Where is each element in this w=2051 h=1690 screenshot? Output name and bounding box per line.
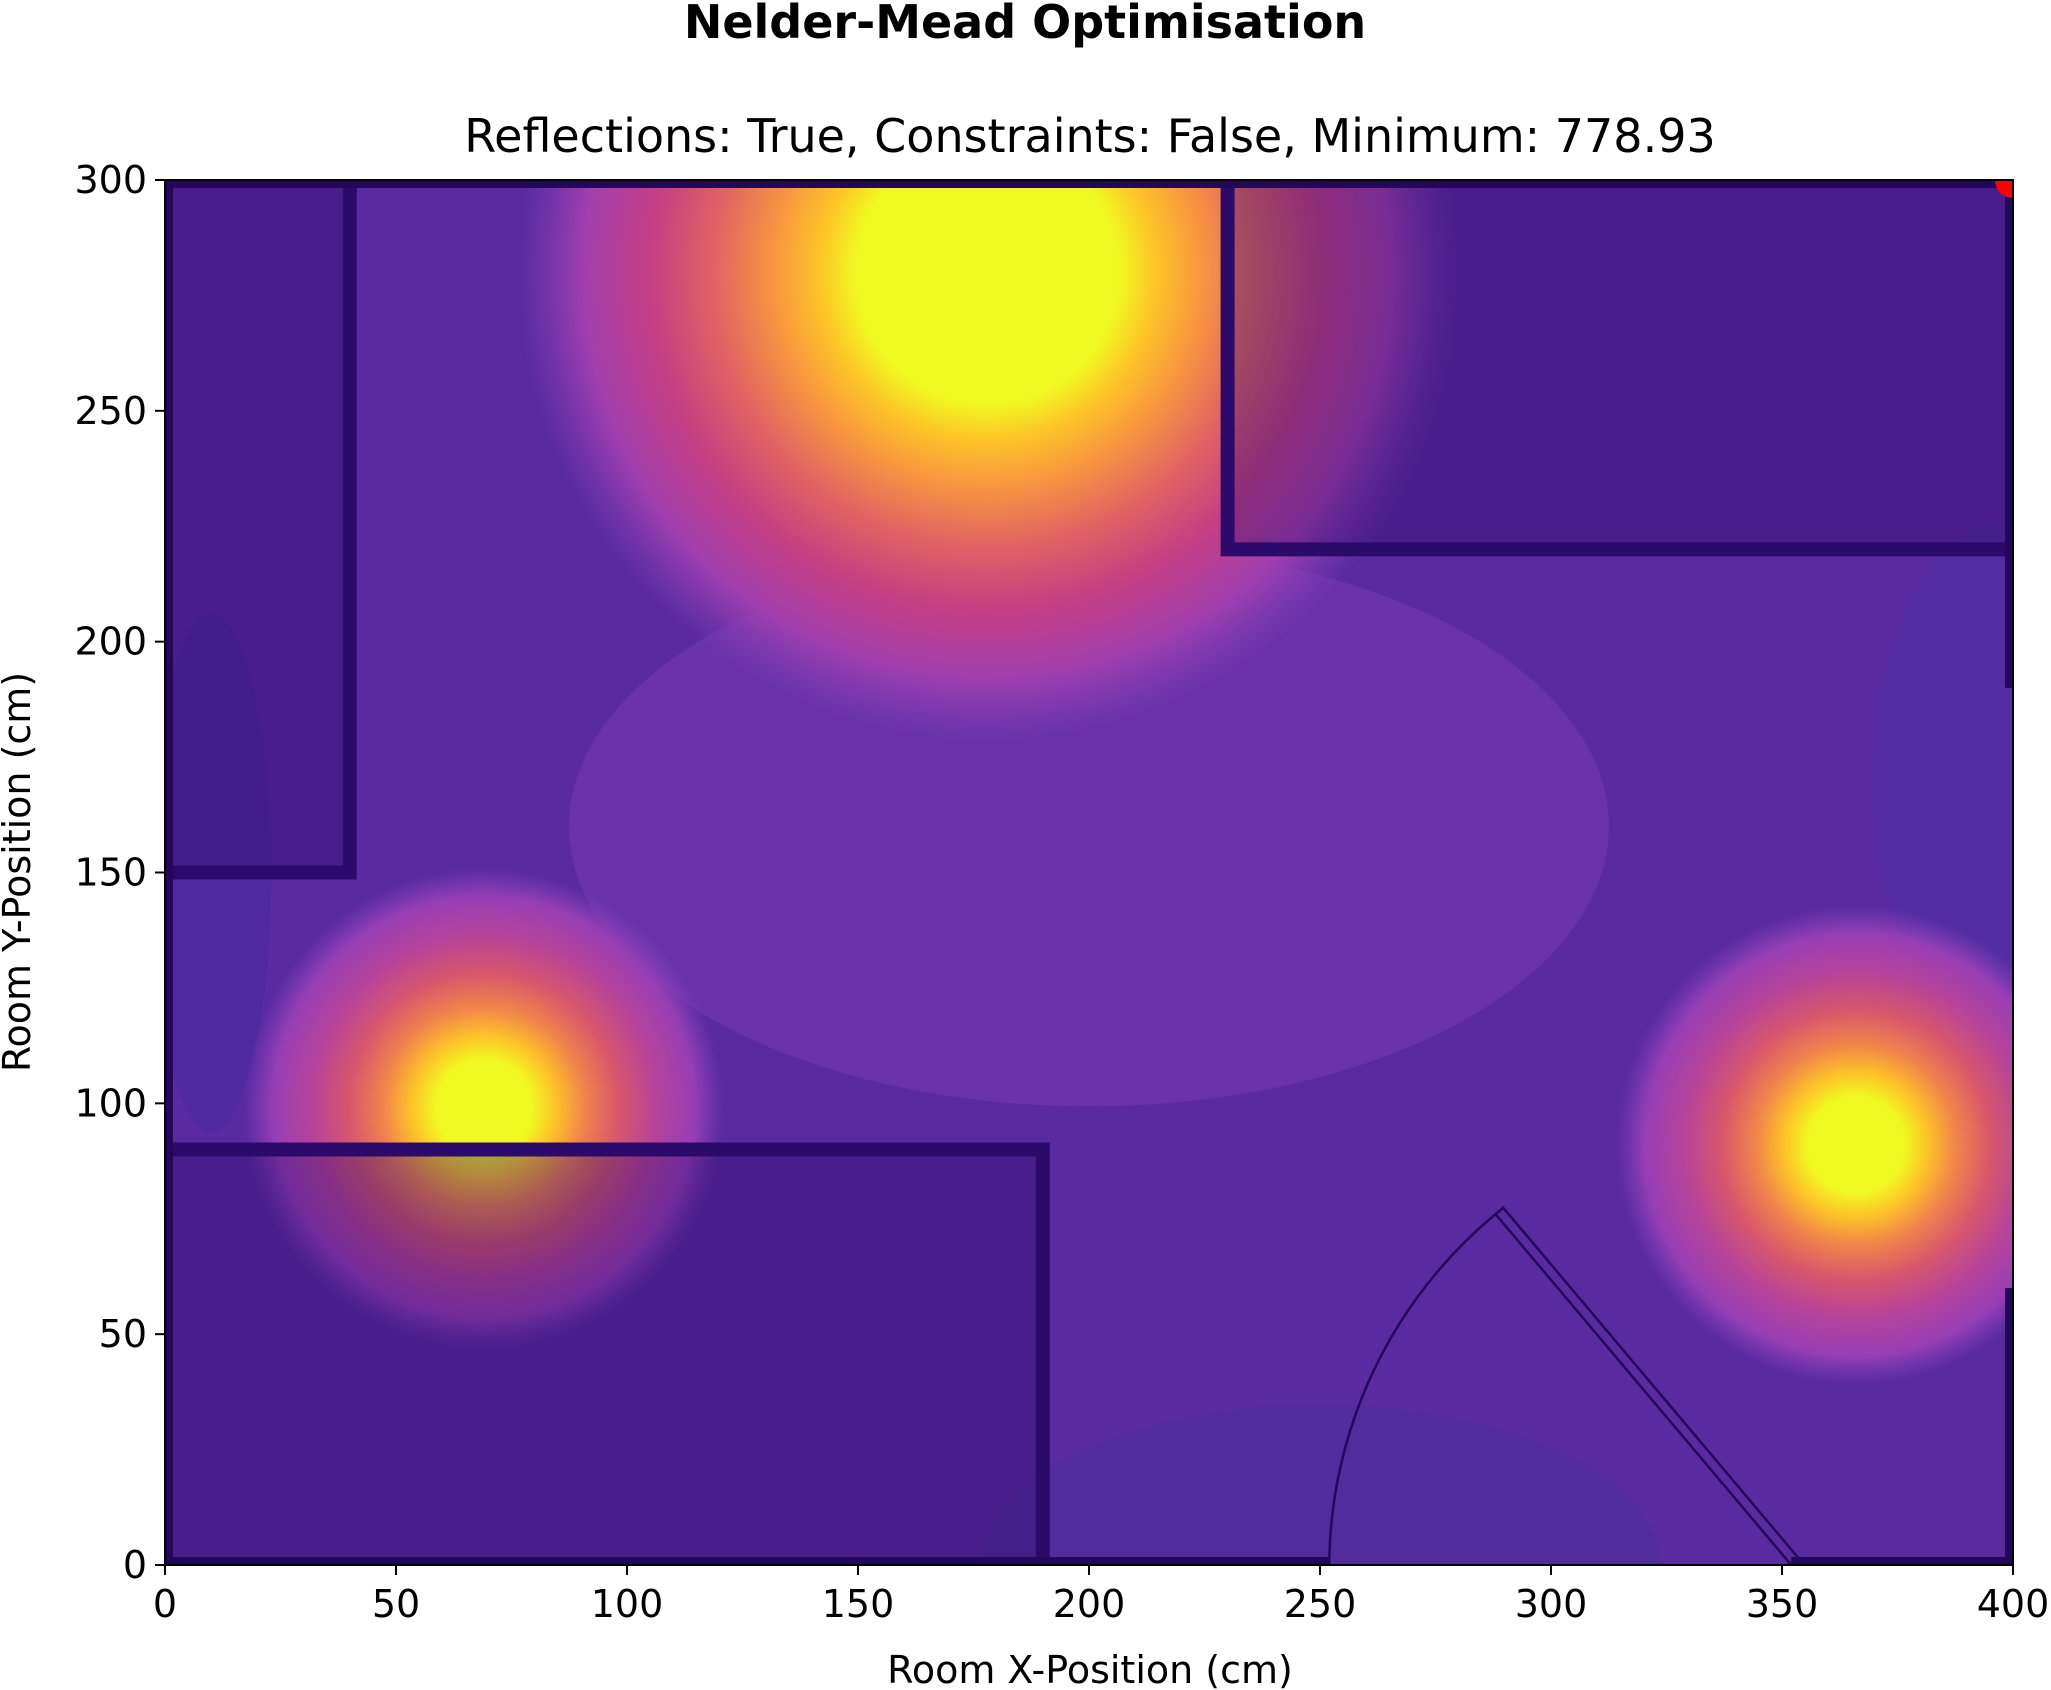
x-tick-label: 100 — [591, 1582, 664, 1626]
y-tick-label: 100 — [74, 1081, 147, 1125]
chart-title: Nelder-Mead Optimisation — [684, 0, 1366, 49]
x-tick-label: 300 — [1515, 1582, 1588, 1626]
furniture-block — [165, 1142, 1050, 1565]
light-source-core — [892, 180, 1083, 368]
light-source-core — [1807, 1096, 1904, 1193]
x-tick-label: 200 — [1053, 1582, 1126, 1626]
x-tick-label: 400 — [1977, 1582, 2050, 1626]
x-tick-label: 50 — [372, 1582, 420, 1626]
x-tick-label: 0 — [153, 1582, 177, 1626]
chart-subtitle: Reflections: True, Constraints: False, M… — [464, 109, 1715, 163]
optimum-marker — [1995, 180, 2013, 198]
axes: 0 50 100 150 200 250 300 350 400 0 50 100 150 200 250 3… — [74, 158, 2049, 1626]
y-tick-label: 0 — [123, 1543, 147, 1587]
x-tick-label: 150 — [822, 1582, 895, 1626]
light-source-core — [435, 1059, 532, 1156]
y-tick-label: 200 — [74, 620, 147, 664]
y-tick-label: 50 — [99, 1312, 147, 1356]
door-leaf — [1493, 1205, 1801, 1565]
y-axis-label: Room Y-Position (cm) — [0, 672, 39, 1072]
door-swing-arc — [1327, 1213, 1497, 1565]
x-tick-label: 250 — [1284, 1582, 1357, 1626]
furniture-block — [165, 180, 357, 880]
x-tick-label: 350 — [1746, 1582, 1819, 1626]
furniture-block — [1220, 180, 2013, 557]
y-tick-label: 250 — [74, 389, 147, 433]
y-tick-label: 150 — [74, 851, 147, 895]
low-intensity-region — [1873, 520, 2013, 1041]
x-axis-label: Room X-Position (cm) — [887, 1648, 1293, 1690]
low-intensity-region — [980, 1405, 1660, 1565]
plot-area — [165, 180, 2013, 1565]
y-tick-label: 300 — [74, 158, 147, 202]
